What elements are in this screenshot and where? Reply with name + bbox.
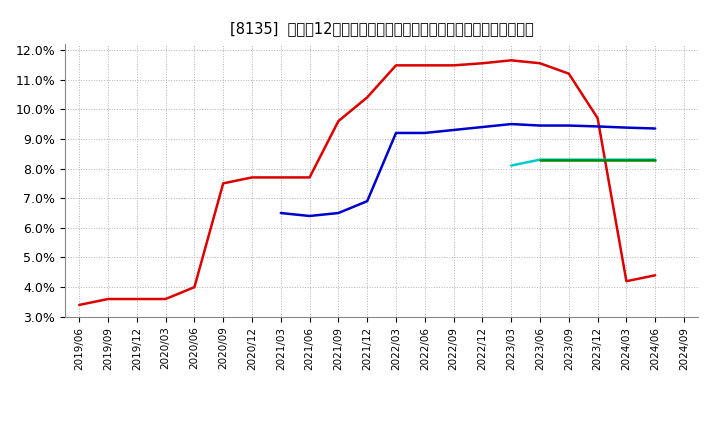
5年: [507, 121, 516, 127]
5年: [276, 210, 285, 216]
5年: [334, 210, 343, 216]
7年: [593, 157, 602, 162]
10年: [622, 157, 631, 162]
5年: [564, 123, 573, 128]
3年: [334, 118, 343, 124]
10年: [651, 157, 660, 162]
7年: [536, 157, 544, 162]
3年: [564, 71, 573, 76]
3年: [104, 297, 112, 302]
Title: [8135]  売上高12か月移動合計の対前年同期増減率の標準偏差の推移: [8135] 売上高12か月移動合計の対前年同期増減率の標準偏差の推移: [230, 21, 534, 36]
5年: [392, 130, 400, 136]
3年: [536, 61, 544, 66]
5年: [305, 213, 314, 219]
5年: [478, 125, 487, 130]
5年: [593, 124, 602, 129]
3年: [622, 279, 631, 284]
Line: 5年: 5年: [281, 124, 655, 216]
5年: [449, 127, 458, 132]
3年: [219, 181, 228, 186]
3年: [507, 58, 516, 63]
5年: [420, 130, 429, 136]
3年: [392, 63, 400, 68]
3年: [420, 63, 429, 68]
10年: [536, 157, 544, 162]
Line: 7年: 7年: [511, 160, 655, 165]
3年: [132, 297, 141, 302]
10年: [593, 157, 602, 162]
3年: [478, 61, 487, 66]
5年: [622, 125, 631, 130]
3年: [248, 175, 256, 180]
3年: [363, 95, 372, 100]
5年: [536, 123, 544, 128]
3年: [651, 273, 660, 278]
7年: [651, 157, 660, 162]
5年: [651, 126, 660, 131]
3年: [276, 175, 285, 180]
7年: [507, 163, 516, 168]
3年: [161, 297, 170, 302]
Line: 3年: 3年: [79, 60, 655, 305]
7年: [564, 157, 573, 162]
3年: [449, 63, 458, 68]
3年: [190, 285, 199, 290]
7年: [622, 157, 631, 162]
3年: [75, 302, 84, 308]
3年: [305, 175, 314, 180]
5年: [363, 198, 372, 204]
3年: [593, 115, 602, 121]
10年: [564, 157, 573, 162]
